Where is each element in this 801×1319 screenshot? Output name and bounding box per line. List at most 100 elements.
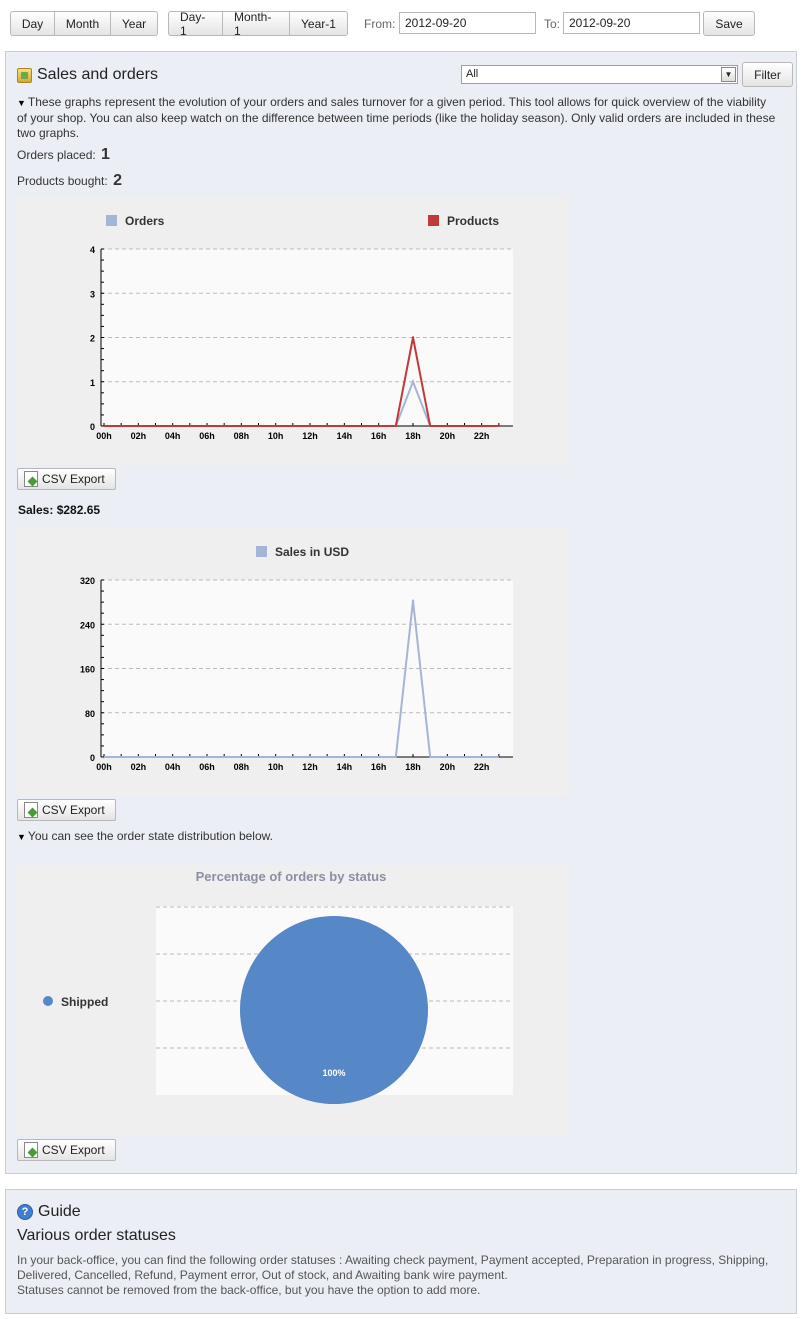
x-tick-label: 02h <box>131 431 147 441</box>
csv-export-button-sales[interactable]: CSV Export <box>17 799 116 821</box>
csv-export-label: CSV Export <box>42 472 105 486</box>
previous-period-button-group: Day-1 Month-1 Year-1 <box>168 10 348 38</box>
panel-title-text: Sales and orders <box>37 66 158 83</box>
order-status-pie-chart: Percentage of orders by status 100% Shippe… <box>16 866 567 1136</box>
period-button-group: Day Month Year <box>10 11 158 36</box>
pie-title: Percentage of orders by status <box>196 869 387 884</box>
pie-slice-shipped <box>240 916 428 1104</box>
guide-title: ? Guide <box>17 1203 81 1221</box>
x-tick-label: 22h <box>474 762 490 772</box>
guide-text: In your back-office, you can find the fo… <box>17 1253 792 1298</box>
y-tick-label: 160 <box>80 665 95 675</box>
x-tick-label: 10h <box>268 431 284 441</box>
year-button[interactable]: Year <box>111 11 158 36</box>
x-tick-label: 08h <box>234 431 250 441</box>
csv-export-label: CSV Export <box>42 1143 105 1157</box>
guide-panel: ? Guide Various order statuses In your b… <box>5 1189 797 1314</box>
legend-label: Shipped <box>61 995 108 1009</box>
year-minus-one-button[interactable]: Year-1 <box>290 11 348 36</box>
legend-swatch <box>428 215 439 226</box>
legend-label: Products <box>447 214 499 228</box>
orders-products-chart: Orders Products 0 1 2 3 4 00h 02h 04h 06h 08h 10h 12h… <box>16 197 567 465</box>
y-tick-label: 2 <box>90 334 95 344</box>
legend-label: Orders <box>125 214 165 228</box>
order-state-note-text: You can see the order state distribution… <box>27 829 273 843</box>
x-tick-label: 18h <box>405 762 421 772</box>
month-minus-one-button[interactable]: Month-1 <box>223 10 290 38</box>
panel-title: Sales and orders <box>17 66 158 84</box>
data-point <box>411 599 415 602</box>
data-point <box>411 380 415 383</box>
csv-export-button-orders[interactable]: CSV Export <box>17 468 116 490</box>
chart-icon <box>17 67 32 83</box>
orders-placed-stat: Orders placed: 1 <box>17 146 110 164</box>
sales-total: Sales: $282.65 <box>18 503 101 517</box>
filter-select[interactable]: All ▼ <box>461 65 738 84</box>
chevron-down-icon[interactable]: ▼ <box>721 67 736 82</box>
filter-selected-value: All <box>466 68 479 80</box>
products-bought-stat: Products bought: 2 <box>17 172 122 190</box>
x-tick-label: 14h <box>337 431 353 441</box>
x-tick-label: 12h <box>302 762 318 772</box>
collapse-triangle-icon[interactable]: ▼ <box>17 832 26 842</box>
month-button[interactable]: Month <box>55 11 111 36</box>
y-tick-label: 4 <box>90 245 95 255</box>
help-icon: ? <box>17 1204 33 1220</box>
from-label: From: <box>364 17 396 31</box>
series-line-products <box>104 337 499 427</box>
guide-text-line-1: In your back-office, you can find the fo… <box>17 1253 769 1282</box>
orders-placed-label: Orders placed: <box>17 148 96 162</box>
x-tick-label: 08h <box>234 762 250 772</box>
date-toolbar: Day Month Year Day-1 Month-1 Year-1 From… <box>0 0 801 44</box>
x-tick-label: 22h <box>474 431 490 441</box>
day-button[interactable]: Day <box>10 11 55 36</box>
y-tick-label: 3 <box>90 289 95 299</box>
x-tick-label: 00h <box>96 431 112 441</box>
legend-swatch <box>43 996 53 1006</box>
guide-subtitle: Various order statuses <box>17 1227 176 1244</box>
csv-export-button-status[interactable]: CSV Export <box>17 1139 116 1161</box>
sales-description-text: These graphs represent the evolution of … <box>17 95 776 140</box>
x-tick-label: 16h <box>371 431 387 441</box>
y-tick-label: 320 <box>80 576 95 586</box>
to-date-input[interactable] <box>563 12 700 34</box>
guide-title-text: Guide <box>38 1203 81 1220</box>
legend-label: Sales in USD <box>275 545 349 559</box>
x-tick-label: 20h <box>440 762 456 772</box>
day-minus-one-button[interactable]: Day-1 <box>168 10 223 38</box>
y-tick-label: 0 <box>90 422 95 432</box>
legend-swatch <box>106 215 117 226</box>
legend-swatch <box>256 546 267 557</box>
x-tick-label: 16h <box>371 762 387 772</box>
products-bought-value: 2 <box>113 172 122 189</box>
spreadsheet-icon <box>24 471 38 487</box>
orders-placed-value: 1 <box>101 146 110 163</box>
order-state-note: ▼ You can see the order state distributio… <box>17 829 273 843</box>
x-tick-label: 06h <box>199 431 215 441</box>
x-tick-label: 18h <box>405 431 421 441</box>
y-tick-label: 1 <box>90 378 95 388</box>
x-tick-label: 04h <box>165 431 181 441</box>
y-tick-label: 0 <box>90 753 95 763</box>
orders-products-chart-svg: Orders Products 0 1 2 3 4 00h 02h 04h 06h 08h 10h 12h… <box>90 214 513 441</box>
spreadsheet-icon <box>24 802 38 818</box>
x-tick-label: 06h <box>199 762 215 772</box>
pie-slice-label: 100% <box>322 1068 345 1078</box>
filter-button[interactable]: Filter <box>742 62 793 87</box>
spreadsheet-icon <box>24 1142 38 1158</box>
data-point <box>411 336 415 339</box>
guide-text-line-2: Statuses cannot be removed from the back… <box>17 1283 481 1297</box>
sales-usd-chart: Sales in USD 0 80 160 240 320 00h 02h 04h 06h 08h 1… <box>16 528 567 796</box>
sales-orders-panel: Sales and orders All ▼ Filter ▼ These gra… <box>5 51 797 1174</box>
x-tick-label: 12h <box>302 431 318 441</box>
y-tick-label: 240 <box>80 620 95 630</box>
x-tick-label: 20h <box>440 431 456 441</box>
x-tick-label: 00h <box>96 762 112 772</box>
save-button[interactable]: Save <box>703 11 755 36</box>
order-status-pie-svg: Percentage of orders by status 100% Shippe… <box>43 869 513 1104</box>
from-date-input[interactable] <box>399 12 536 34</box>
series-line-sales-in-usd <box>104 600 499 758</box>
collapse-triangle-icon[interactable]: ▼ <box>17 98 26 108</box>
x-tick-label: 04h <box>165 762 181 772</box>
csv-export-label: CSV Export <box>42 803 105 817</box>
